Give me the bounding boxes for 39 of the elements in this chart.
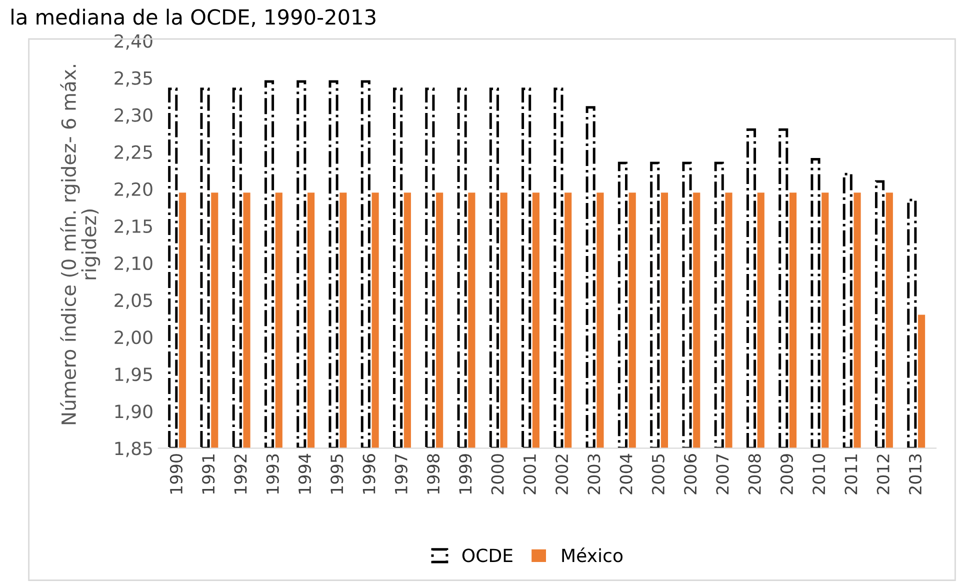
x-tick-label: 1994: [298, 454, 312, 494]
x-tick-label: 2006: [684, 454, 697, 494]
x-tick-label: 1990: [170, 454, 183, 494]
x-tick-label: 2002: [555, 454, 568, 494]
y-tick-label: 2,35: [114, 71, 152, 87]
legend-label: México: [562, 548, 623, 562]
x-tick-label: 1993: [266, 454, 279, 494]
x-tick-label: 1999: [459, 454, 472, 494]
x-tick-label: 2009: [780, 454, 794, 494]
x-tick-label: 2013: [908, 454, 922, 494]
x-tick-label: 2010: [812, 454, 826, 494]
x-tick-label: 1995: [330, 454, 344, 494]
y-tick-label: 2,20: [114, 182, 152, 198]
y-tick-label: 2,25: [114, 145, 152, 161]
y-tick-label: 1,95: [115, 368, 152, 384]
legend-label: OCDE: [462, 548, 512, 562]
x-tick-label: 2000: [491, 454, 504, 494]
x-tick-label: 1992: [234, 454, 247, 494]
x-tick-label: 1997: [394, 454, 408, 494]
y-tick-label: 2,30: [114, 108, 152, 124]
y-tick-label: 1,90: [115, 404, 152, 420]
x-tick-label: 1998: [426, 454, 440, 494]
y-tick-label: 2,00: [114, 330, 152, 346]
x-tick-label: 2001: [523, 454, 536, 494]
y-tick-label: 2,15: [114, 219, 152, 235]
x-tick-label: 2012: [876, 454, 890, 494]
y-tick-label: 1,85: [115, 442, 152, 458]
x-tick-label: 2003: [588, 454, 600, 494]
y-axis-title: Número índice (0 mín. rgidez- 6 máx. rigidez): [60, 64, 100, 424]
x-tick-label: 2008: [748, 454, 761, 494]
y-tick-label: 2,05: [114, 293, 152, 309]
x-tick-label: 1991: [202, 454, 215, 494]
x-tick-label: 2011: [844, 454, 858, 494]
x-tick-label: 1996: [362, 454, 376, 494]
x-tick-label: 2004: [620, 454, 632, 494]
x-tick-label: 2005: [652, 454, 664, 494]
x-tick-label: 2007: [716, 454, 729, 494]
y-tick-label: 2,10: [114, 256, 152, 272]
chart-title: la mediana de la OCDE, 1990-2013: [12, 8, 376, 27]
